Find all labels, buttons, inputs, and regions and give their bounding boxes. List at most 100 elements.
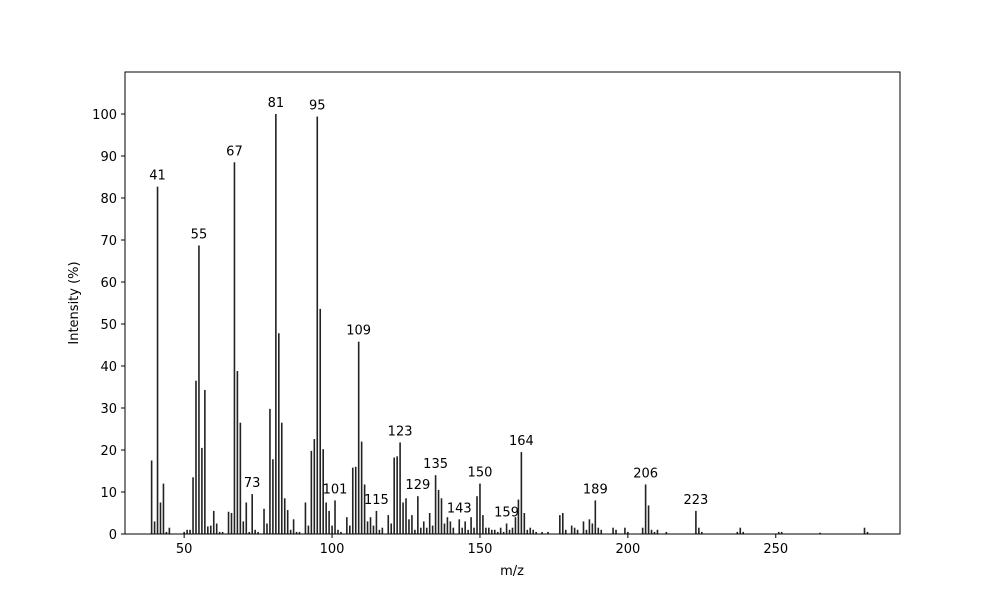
peak [532,529,535,534]
peak [520,452,523,534]
peak-label: 129 [405,478,430,493]
peak [570,525,573,534]
peak-label: 164 [509,434,534,449]
peak [346,517,348,534]
peak-label: 67 [226,144,243,159]
peak-label: 55 [191,227,208,242]
peak [375,510,378,534]
peak [357,341,360,534]
peak [168,527,171,534]
peak [399,442,401,534]
peak [310,450,313,534]
peak [508,529,511,534]
peak [479,483,481,534]
peak [280,422,283,534]
peak [650,529,653,534]
peak [647,505,650,534]
peak [428,513,431,534]
peak-label: 143 [447,501,472,516]
peak-label: 206 [633,466,658,481]
peak [541,531,543,534]
peak [218,531,221,534]
x-tick-label: 200 [615,542,640,557]
peak [153,521,156,534]
peak [644,484,647,534]
peak [198,245,200,534]
peak [742,531,745,534]
peak [411,515,413,534]
y-tick-label: 10 [100,486,117,501]
peak [195,380,197,534]
plot-frame [124,71,901,535]
peak [322,449,324,534]
peak [665,531,668,534]
peak [351,467,354,534]
peak [331,525,333,534]
peak [467,529,469,534]
peak [316,116,319,535]
peak [502,531,505,534]
peak [354,466,357,534]
y-tick-label: 30 [100,402,117,417]
peak [363,484,366,534]
y-tick-label: 20 [100,444,117,459]
peak-label: 95 [309,99,326,114]
peak [473,527,475,534]
peak [325,502,327,534]
peak [425,527,428,534]
peak [402,502,404,534]
peak [236,371,239,534]
peak [585,529,588,534]
peak [204,389,206,534]
peak-label: 73 [244,476,261,491]
peak [272,459,274,534]
peak [369,517,372,534]
peak [443,523,446,534]
peak [298,531,301,534]
peak [387,515,390,534]
peak [263,508,265,534]
peak-label: 150 [468,466,493,481]
peak [461,527,464,534]
peak [215,523,218,534]
peak [393,457,395,534]
peak [582,521,585,534]
peak [559,515,561,534]
peak [573,527,576,534]
peak [440,498,443,534]
peak [514,517,517,534]
peak [866,531,869,534]
peak [526,529,529,534]
peak [780,531,783,534]
peak [390,523,393,534]
peak [600,529,603,534]
peak [615,529,617,534]
peak-label: 123 [388,424,413,439]
peak [452,527,455,534]
peak [695,510,697,534]
peak [328,510,330,534]
peak [777,531,780,534]
peak [381,527,384,534]
peak [292,519,295,534]
peak [405,498,407,534]
peak-label: 189 [583,482,608,497]
peak [227,511,230,534]
peak [165,531,168,534]
peak [698,527,700,534]
peak [349,525,351,534]
peak [417,496,419,534]
peak [189,529,191,534]
peak [251,494,253,534]
peak [192,477,194,534]
peak [257,531,259,534]
y-tick-label: 60 [100,276,117,291]
peak [239,422,242,534]
peak [458,519,461,534]
peak [283,498,286,534]
peak [612,527,614,534]
peak [591,523,594,534]
peak-label: 41 [149,169,166,184]
peak [307,525,310,534]
peak [529,527,532,534]
